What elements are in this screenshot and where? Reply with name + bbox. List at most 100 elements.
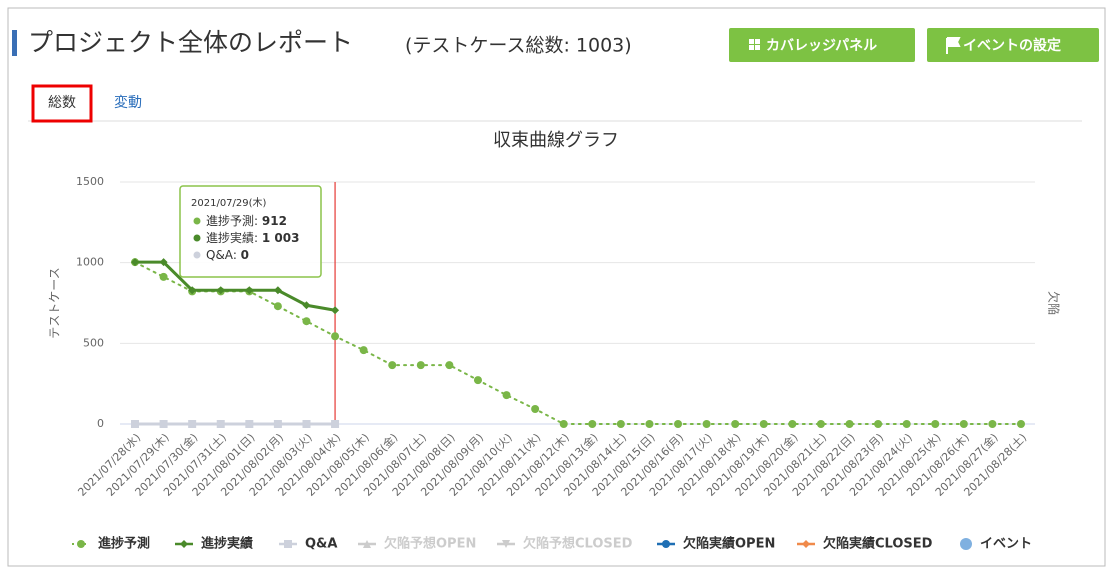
point: [188, 420, 197, 428]
title-accent: [12, 30, 17, 56]
legend-item[interactable]: 欠陥予想OPEN: [358, 536, 476, 552]
point: [931, 420, 940, 428]
tooltip-sep: :: [254, 231, 262, 245]
point: [245, 420, 254, 428]
point: [331, 306, 340, 315]
tooltip-value: 912: [262, 214, 287, 228]
tooltip-value: 1 003: [262, 231, 300, 245]
tooltip-dot: [193, 217, 201, 225]
y-tick-label: 1500: [76, 175, 104, 188]
legend-label: イベント: [980, 537, 1032, 552]
point: [273, 302, 282, 311]
y2-axis-label: 欠陥: [1047, 291, 1062, 315]
page-subtitle: (テストケース総数: 1003): [405, 35, 632, 57]
chart-title: 収束曲線グラフ: [493, 130, 619, 151]
point: [802, 540, 810, 548]
tooltip-name: Q&A: [206, 248, 234, 262]
tooltip-dot: [193, 251, 201, 259]
point: [180, 540, 188, 548]
tooltip-row: 進捗予測: 912: [206, 214, 287, 228]
point: [77, 540, 85, 548]
point: [331, 332, 340, 341]
point: [731, 420, 740, 428]
point: [216, 420, 225, 428]
point: [131, 420, 139, 428]
tooltip-sep: :: [254, 214, 262, 228]
legend-label: 進捗予測: [98, 536, 150, 552]
point: [845, 420, 854, 428]
tab[interactable]: 変動: [114, 94, 142, 111]
y-tick-label: 500: [83, 336, 104, 349]
point: [445, 361, 454, 370]
point: [302, 317, 311, 326]
point: [502, 391, 511, 400]
tooltip-row: 進捗実績: 1 003: [206, 230, 299, 245]
point: [959, 420, 968, 428]
tooltip-box: [179, 185, 322, 278]
point: [284, 540, 292, 548]
point: [273, 420, 282, 428]
legend-label: 欠陥予想CLOSED: [523, 536, 633, 552]
point: [1017, 420, 1025, 428]
legend-item[interactable]: 欠陥実績CLOSED: [797, 536, 933, 552]
tab[interactable]: 総数: [48, 95, 76, 111]
event-button[interactable]: イベントの設定: [927, 28, 1099, 62]
tooltip-name: 進捗予測: [206, 214, 254, 228]
point: [702, 420, 711, 428]
tooltip-row: Q&A: 0: [206, 248, 249, 262]
legend-item[interactable]: 欠陥実績OPEN: [657, 536, 775, 552]
legend-item[interactable]: Q&A: [279, 537, 337, 552]
point: [159, 420, 168, 428]
point: [531, 404, 540, 413]
point: [473, 376, 482, 385]
point: [902, 420, 911, 428]
point: [363, 540, 371, 548]
coverage-button[interactable]: カバレッジパネル: [729, 28, 915, 62]
point: [588, 420, 597, 428]
point: [645, 420, 654, 428]
series-line: [133, 260, 337, 312]
point: [759, 420, 768, 428]
tooltip-name: 進捗実績: [206, 230, 254, 245]
legend-item[interactable]: イベント: [960, 537, 1032, 552]
legend-item[interactable]: 欠陥予想CLOSED: [497, 536, 633, 552]
point: [559, 420, 568, 428]
point: [216, 286, 225, 295]
point: [159, 272, 168, 281]
series-line: [134, 261, 1022, 425]
point: [816, 420, 825, 428]
point: [302, 420, 311, 428]
point: [788, 420, 797, 428]
button-label[interactable]: イベントの設定: [963, 37, 1061, 54]
legend-label: Q&A: [305, 537, 337, 552]
legend-item[interactable]: 進捗実績: [175, 536, 253, 552]
point: [359, 346, 368, 355]
point: [662, 540, 670, 548]
page-title: プロジェクト全体のレポート: [28, 28, 353, 57]
point: [416, 361, 425, 370]
y-tick-label: 0: [97, 417, 104, 430]
legend-label: 欠陥実績CLOSED: [823, 536, 933, 552]
tooltip-dot: [193, 234, 201, 242]
button-label[interactable]: カバレッジパネル: [766, 38, 877, 54]
y-axis-label: テストケース: [48, 267, 62, 338]
tooltip-sep: :: [233, 248, 241, 262]
point: [874, 420, 883, 428]
point: [331, 420, 340, 428]
tooltip-value: 0: [241, 248, 249, 262]
tooltip: 2021/07/29(木) 進捗予測: 912 進捗実績: 1 003 Q&A: 0: [179, 185, 322, 278]
legend-item[interactable]: 進捗予測: [72, 536, 150, 552]
point: [616, 420, 625, 428]
point: [502, 540, 510, 548]
point: [245, 286, 254, 295]
legend-label: 進捗実績: [201, 536, 253, 552]
point: [388, 361, 397, 370]
legend-label: 欠陥予想OPEN: [384, 536, 476, 552]
point: [988, 420, 997, 428]
point: [131, 258, 139, 267]
point: [273, 286, 282, 295]
point: [674, 420, 683, 428]
point: [302, 301, 311, 310]
legend-label: 欠陥実績OPEN: [683, 536, 775, 552]
